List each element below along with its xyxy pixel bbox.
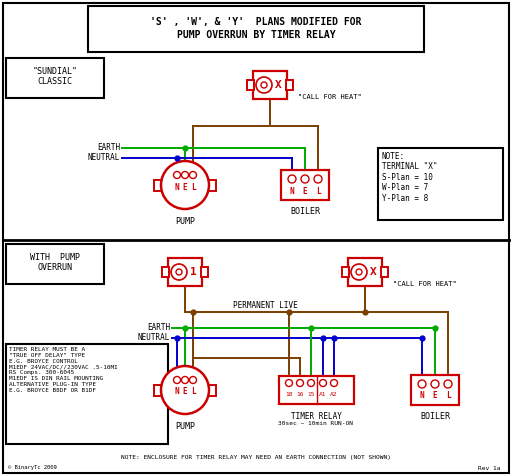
Text: L: L xyxy=(190,387,195,397)
Text: 18: 18 xyxy=(285,393,293,397)
Text: X: X xyxy=(370,267,376,277)
Circle shape xyxy=(161,161,209,209)
Circle shape xyxy=(296,379,304,387)
FancyBboxPatch shape xyxy=(154,385,162,396)
Circle shape xyxy=(189,377,197,384)
Text: 16: 16 xyxy=(296,393,304,397)
FancyBboxPatch shape xyxy=(247,80,254,90)
Text: EARTH: EARTH xyxy=(147,324,170,333)
Circle shape xyxy=(431,380,439,388)
Text: NEUTRAL: NEUTRAL xyxy=(138,334,170,343)
Text: PUMP: PUMP xyxy=(175,217,195,226)
Circle shape xyxy=(176,269,182,275)
Circle shape xyxy=(174,171,181,178)
Circle shape xyxy=(314,175,322,183)
Text: BOILER: BOILER xyxy=(420,412,450,421)
Text: © BinaryTc 2009: © BinaryTc 2009 xyxy=(8,466,57,470)
FancyBboxPatch shape xyxy=(88,6,424,52)
Circle shape xyxy=(351,264,367,280)
Circle shape xyxy=(331,379,337,387)
Circle shape xyxy=(418,380,426,388)
Circle shape xyxy=(181,377,188,384)
FancyBboxPatch shape xyxy=(381,267,388,277)
Text: "CALL FOR HEAT": "CALL FOR HEAT" xyxy=(393,281,457,287)
FancyBboxPatch shape xyxy=(168,258,202,286)
Circle shape xyxy=(161,366,209,414)
Circle shape xyxy=(444,380,452,388)
Text: N: N xyxy=(175,182,179,191)
Text: L: L xyxy=(316,187,321,196)
Text: BOILER: BOILER xyxy=(290,207,320,216)
Circle shape xyxy=(171,264,187,280)
Text: N: N xyxy=(175,387,179,397)
FancyBboxPatch shape xyxy=(411,375,459,405)
FancyBboxPatch shape xyxy=(201,267,208,277)
FancyBboxPatch shape xyxy=(6,344,168,444)
Text: NOTE:
TERMINAL "X"
S-Plan = 10
W-Plan = 7
Y-Plan = 8: NOTE: TERMINAL "X" S-Plan = 10 W-Plan = … xyxy=(382,152,437,203)
FancyBboxPatch shape xyxy=(348,258,382,286)
FancyBboxPatch shape xyxy=(378,148,503,220)
Text: NOTE: ENCLOSURE FOR TIMER RELAY MAY NEED AN EARTH CONNECTION (NOT SHOWN): NOTE: ENCLOSURE FOR TIMER RELAY MAY NEED… xyxy=(121,455,391,459)
Text: WITH  PUMP
OVERRUN: WITH PUMP OVERRUN xyxy=(30,253,80,272)
Circle shape xyxy=(189,171,197,178)
Text: EARTH: EARTH xyxy=(97,143,120,152)
Text: Rev 1a: Rev 1a xyxy=(478,466,500,470)
Text: E: E xyxy=(303,187,307,196)
Text: PUMP: PUMP xyxy=(175,422,195,431)
FancyBboxPatch shape xyxy=(162,267,169,277)
Text: 'S' , 'W', & 'Y'  PLANS MODIFIED FOR: 'S' , 'W', & 'Y' PLANS MODIFIED FOR xyxy=(150,17,362,27)
Text: TIMER RELAY: TIMER RELAY xyxy=(291,412,342,421)
Circle shape xyxy=(319,379,327,387)
Circle shape xyxy=(181,171,188,178)
FancyBboxPatch shape xyxy=(286,80,293,90)
FancyBboxPatch shape xyxy=(253,71,287,99)
FancyBboxPatch shape xyxy=(6,244,104,284)
Text: 1: 1 xyxy=(189,267,197,277)
Text: PERMANENT LIVE: PERMANENT LIVE xyxy=(232,300,297,309)
Text: "SUNDIAL"
CLASSIC: "SUNDIAL" CLASSIC xyxy=(32,67,77,87)
Text: "CALL FOR HEAT": "CALL FOR HEAT" xyxy=(298,94,362,100)
Circle shape xyxy=(308,379,314,387)
Circle shape xyxy=(288,175,296,183)
Text: NEUTRAL: NEUTRAL xyxy=(88,153,120,162)
Text: L: L xyxy=(190,182,195,191)
Text: 15: 15 xyxy=(307,393,315,397)
Circle shape xyxy=(174,377,181,384)
Circle shape xyxy=(256,77,272,93)
Text: A2: A2 xyxy=(330,393,338,397)
FancyBboxPatch shape xyxy=(208,179,216,190)
Circle shape xyxy=(356,269,362,275)
FancyBboxPatch shape xyxy=(6,58,104,98)
FancyBboxPatch shape xyxy=(154,179,162,190)
Text: 30sec ~ 10min RUN-ON: 30sec ~ 10min RUN-ON xyxy=(279,421,353,426)
Text: X: X xyxy=(274,80,282,90)
FancyBboxPatch shape xyxy=(342,267,349,277)
Text: L: L xyxy=(445,391,451,400)
Text: E: E xyxy=(183,182,187,191)
Circle shape xyxy=(301,175,309,183)
Text: A1: A1 xyxy=(319,393,327,397)
Circle shape xyxy=(261,82,267,88)
Circle shape xyxy=(286,379,292,387)
Text: N: N xyxy=(290,187,294,196)
Text: PUMP OVERRUN BY TIMER RELAY: PUMP OVERRUN BY TIMER RELAY xyxy=(177,30,335,40)
Text: E: E xyxy=(433,391,437,400)
FancyBboxPatch shape xyxy=(208,385,216,396)
Text: TIMER RELAY MUST BE A
"TRUE OFF DELAY" TYPE
E.G. BROYCE CONTROL
M1EDF 24VAC/DC//: TIMER RELAY MUST BE A "TRUE OFF DELAY" T… xyxy=(9,347,118,393)
FancyBboxPatch shape xyxy=(279,376,353,404)
FancyBboxPatch shape xyxy=(281,170,329,200)
Text: E: E xyxy=(183,387,187,397)
Text: N: N xyxy=(420,391,424,400)
